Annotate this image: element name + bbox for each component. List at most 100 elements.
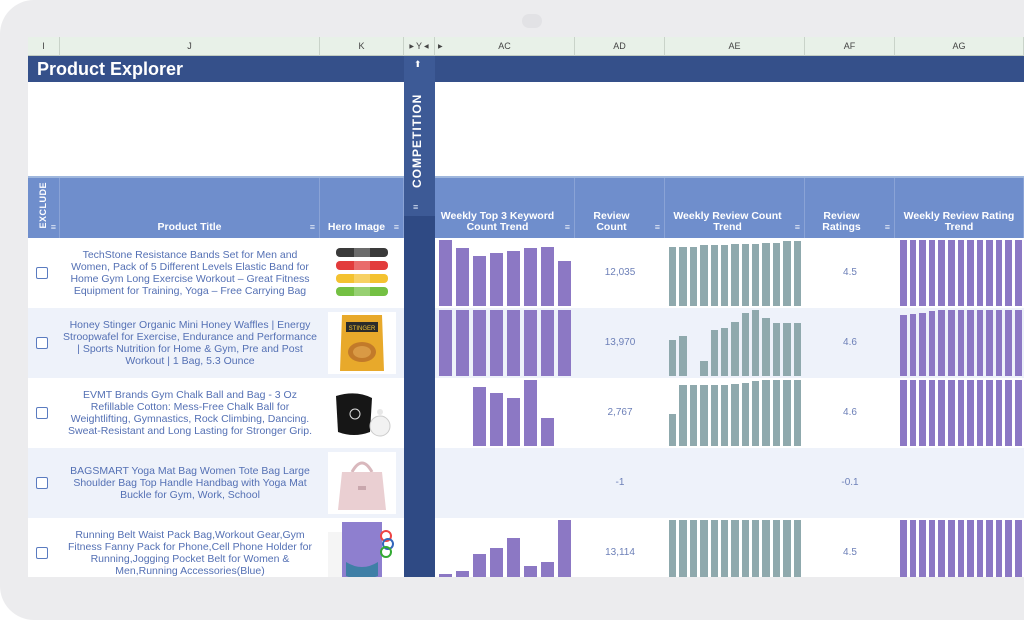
header-review-count-trend[interactable]: Weekly Review Count Trend ≡ bbox=[665, 178, 805, 238]
review-count-trend-sparkline bbox=[665, 520, 805, 577]
hero-image[interactable] bbox=[328, 382, 396, 444]
review-rating-trend-bar bbox=[995, 240, 1003, 306]
keyword-trend-bar bbox=[524, 310, 537, 376]
review-count-trend-bar bbox=[752, 381, 760, 446]
col-header-k[interactable]: K bbox=[320, 37, 404, 56]
review-count-trend-sparkline bbox=[665, 380, 805, 446]
review-rating-trend-bar bbox=[967, 240, 974, 306]
review-rating-trend-bar bbox=[1005, 310, 1013, 376]
filter-icon[interactable]: ≡ bbox=[309, 222, 315, 232]
review-count-trend-bar bbox=[689, 385, 698, 446]
review-rating-trend-bar bbox=[967, 310, 974, 376]
review-rating-trend-bar bbox=[919, 380, 926, 446]
hero-image[interactable] bbox=[328, 522, 396, 577]
expand-icon[interactable]: ▶ bbox=[438, 43, 443, 50]
keyword-trend-sparkline bbox=[435, 450, 575, 516]
keyword-trend-bar bbox=[490, 393, 503, 446]
header-review-rating-trend[interactable]: Weekly Review Rating Trend bbox=[895, 178, 1024, 238]
review-count-trend-bar bbox=[731, 520, 739, 577]
review-rating-trend-sparkline bbox=[895, 450, 1024, 516]
filter-icon[interactable]: ≡ bbox=[50, 222, 56, 232]
keyword-trend-bar bbox=[541, 310, 554, 376]
review-count-trend-sparkline bbox=[665, 450, 805, 516]
col-header-y[interactable]: ▶ Y ◀ bbox=[404, 37, 435, 56]
product-title[interactable]: TechStone Resistance Bands Set for Men a… bbox=[70, 249, 310, 297]
filter-icon[interactable]: ≡ bbox=[564, 222, 570, 232]
review-rating-trend-bar bbox=[900, 240, 907, 306]
header-review-rating-trend-label: Weekly Review Rating Trend bbox=[903, 210, 1015, 233]
review-count-trend-bar bbox=[710, 245, 718, 306]
product-title[interactable]: EVMT Brands Gym Chalk Ball and Bag - 3 O… bbox=[68, 389, 312, 437]
col-header-ae[interactable]: AE bbox=[665, 37, 805, 56]
header-product-title[interactable]: Product Title ≡ bbox=[60, 178, 320, 238]
review-count-trend-bar bbox=[772, 242, 781, 306]
review-rating-value: 4.6 bbox=[843, 337, 857, 348]
header-review-ratings[interactable]: Review Ratings ≡ bbox=[805, 178, 895, 238]
review-count-trend-bar bbox=[762, 380, 770, 446]
col-header-af[interactable]: AF bbox=[805, 37, 895, 56]
review-count-trend-bar bbox=[752, 520, 760, 577]
keyword-trend-bar bbox=[473, 255, 486, 306]
header-keyword-trend[interactable]: Weekly Top 3 Keyword Count Trend ≡ bbox=[435, 178, 575, 238]
review-rating-trend-bar bbox=[976, 240, 984, 306]
review-rating-trend-bar bbox=[938, 380, 945, 446]
col-header-ad[interactable]: AD bbox=[575, 37, 665, 56]
review-rating-trend-bar bbox=[919, 312, 926, 376]
product-title[interactable]: Honey Stinger Organic Mini Honey Waffles… bbox=[63, 319, 317, 367]
product-title[interactable]: Running Belt Waist Pack Bag,Workout Gear… bbox=[68, 529, 312, 577]
filter-icon[interactable]: ≡ bbox=[884, 222, 890, 232]
review-count-trend-bar bbox=[741, 313, 750, 376]
header-hero-image[interactable]: Hero Image ≡ bbox=[320, 178, 404, 238]
review-rating-trend-bar bbox=[938, 310, 945, 376]
table-row[interactable]: Running Belt Waist Pack Bag,Workout Gear… bbox=[28, 518, 1024, 577]
exclude-checkbox[interactable] bbox=[36, 267, 48, 279]
svg-text:STINGER: STINGER bbox=[349, 326, 376, 332]
table-row[interactable]: BAGSMART Yoga Mat Bag Women Tote Bag Lar… bbox=[28, 448, 1024, 518]
keyword-trend-bar bbox=[558, 520, 571, 577]
filter-icon[interactable]: ≡ bbox=[654, 222, 660, 232]
review-rating-trend-sparkline bbox=[895, 380, 1024, 446]
review-count-trend-bar bbox=[689, 246, 698, 306]
review-rating-trend-bar bbox=[900, 520, 907, 577]
exclude-checkbox[interactable] bbox=[36, 477, 48, 489]
hero-image[interactable]: STINGER bbox=[328, 312, 396, 374]
keyword-trend-bar bbox=[507, 538, 520, 577]
col-header-ac[interactable]: ▶ AC bbox=[435, 37, 575, 56]
review-count-trend-bar bbox=[700, 385, 708, 446]
collapse-right-icon[interactable]: ◀ bbox=[424, 43, 429, 50]
col-header-j[interactable]: J bbox=[60, 37, 320, 56]
divider-cell bbox=[404, 308, 435, 378]
exclude-checkbox[interactable] bbox=[36, 407, 48, 419]
filter-icon[interactable]: ≡ bbox=[393, 222, 399, 232]
review-rating-trend-bar bbox=[957, 380, 965, 446]
hero-image[interactable] bbox=[328, 242, 396, 304]
review-count-trend-bar bbox=[669, 339, 677, 376]
product-title[interactable]: BAGSMART Yoga Mat Bag Women Tote Bag Lar… bbox=[70, 465, 310, 501]
table-row[interactable]: EVMT Brands Gym Chalk Ball and Bag - 3 O… bbox=[28, 378, 1024, 448]
keyword-trend-bar bbox=[439, 310, 452, 376]
review-rating-trend-bar bbox=[1015, 380, 1022, 446]
arrow-up-icon[interactable]: ⬆ bbox=[414, 59, 422, 69]
header-review-count[interactable]: Review Count ≡ bbox=[575, 178, 665, 238]
exclude-checkbox[interactable] bbox=[36, 337, 48, 349]
col-header-i[interactable]: I bbox=[28, 37, 60, 56]
header-exclude[interactable]: EXCLUDE ≡ bbox=[28, 178, 60, 238]
review-rating-trend-bar bbox=[986, 520, 993, 577]
keyword-trend-bar bbox=[524, 247, 537, 306]
review-count-trend-bar bbox=[783, 520, 791, 577]
filter-icon[interactable]: ≡ bbox=[413, 202, 419, 212]
header-hero-image-label: Hero Image bbox=[327, 221, 386, 233]
hero-image[interactable] bbox=[328, 452, 396, 514]
review-rating-trend-bar bbox=[995, 520, 1003, 577]
review-rating-value: 4.5 bbox=[843, 267, 857, 278]
col-header-ag[interactable]: AG bbox=[895, 37, 1024, 56]
review-rating-trend-bar bbox=[947, 520, 955, 577]
page-title: Product Explorer bbox=[37, 59, 184, 79]
table-row[interactable]: TechStone Resistance Bands Set for Men a… bbox=[28, 238, 1024, 308]
collapse-left-icon[interactable]: ▶ bbox=[409, 43, 414, 50]
table-row[interactable]: Honey Stinger Organic Mini Honey Waffles… bbox=[28, 308, 1024, 378]
filter-icon[interactable]: ≡ bbox=[794, 222, 800, 232]
title-bar-extension bbox=[435, 56, 1024, 82]
keyword-trend-bar bbox=[456, 571, 469, 577]
exclude-checkbox[interactable] bbox=[36, 547, 48, 559]
